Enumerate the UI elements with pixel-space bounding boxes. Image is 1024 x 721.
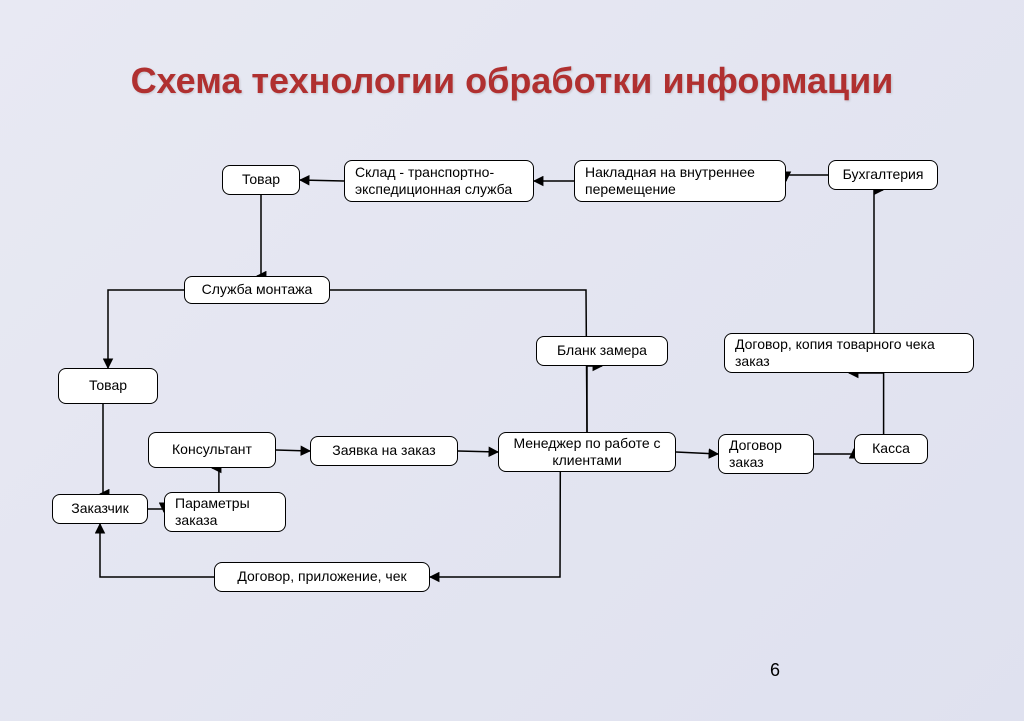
node-montazh: Служба монтажа [184,276,330,304]
edge-tovar_top-montazh [257,195,261,276]
edge-manager-dogovor_pril [430,472,560,577]
node-dogovor_kopia: Договор, копия товарного чека заказ [724,333,974,373]
node-tovar_left: Товар [58,368,158,404]
edge-konsultant-zayavka [276,450,310,451]
edge-manager-blank [587,366,602,432]
edge-tovar_left-zakazchik [100,404,103,494]
node-nakladnaya: Накладная на внутреннее перемещение [574,160,786,202]
node-zayavka: Заявка на заказ [310,436,458,466]
node-kassa: Касса [854,434,928,464]
edge-parametry-konsultant [212,468,219,492]
node-manager: Менеджер по работе с клиентами [498,432,676,472]
edge-sklad-tovar_top [300,180,344,181]
node-buh: Бухгалтерия [828,160,938,190]
page-number: 6 [770,660,780,681]
node-tovar_top: Товар [222,165,300,195]
node-zakazchik: Заказчик [52,494,148,524]
edge-buh-nakladnaya [786,175,828,181]
node-parametry: Параметры заказа [164,492,286,532]
node-blank: Бланк замера [536,336,668,366]
node-dogovor_zakaz: Договор заказ [718,434,814,474]
edge-zayavka-manager [458,451,498,452]
node-dogovor_pril: Договор, приложение, чек [214,562,430,592]
edge-montazh-tovar_left [108,290,184,368]
edge-dogovor_kopia-buh [874,190,883,333]
edge-kassa-dogovor_kopia [849,373,884,434]
edge-zakazchik-parametry [148,509,164,512]
edge-dogovor_zakaz-kassa [814,449,854,454]
node-sklad: Склад - транспортно-экспедиционная служб… [344,160,534,202]
node-konsultant: Консультант [148,432,276,468]
page-title: Схема технологии обработки информации [0,60,1024,102]
edge-manager-dogovor_zakaz [676,452,718,454]
